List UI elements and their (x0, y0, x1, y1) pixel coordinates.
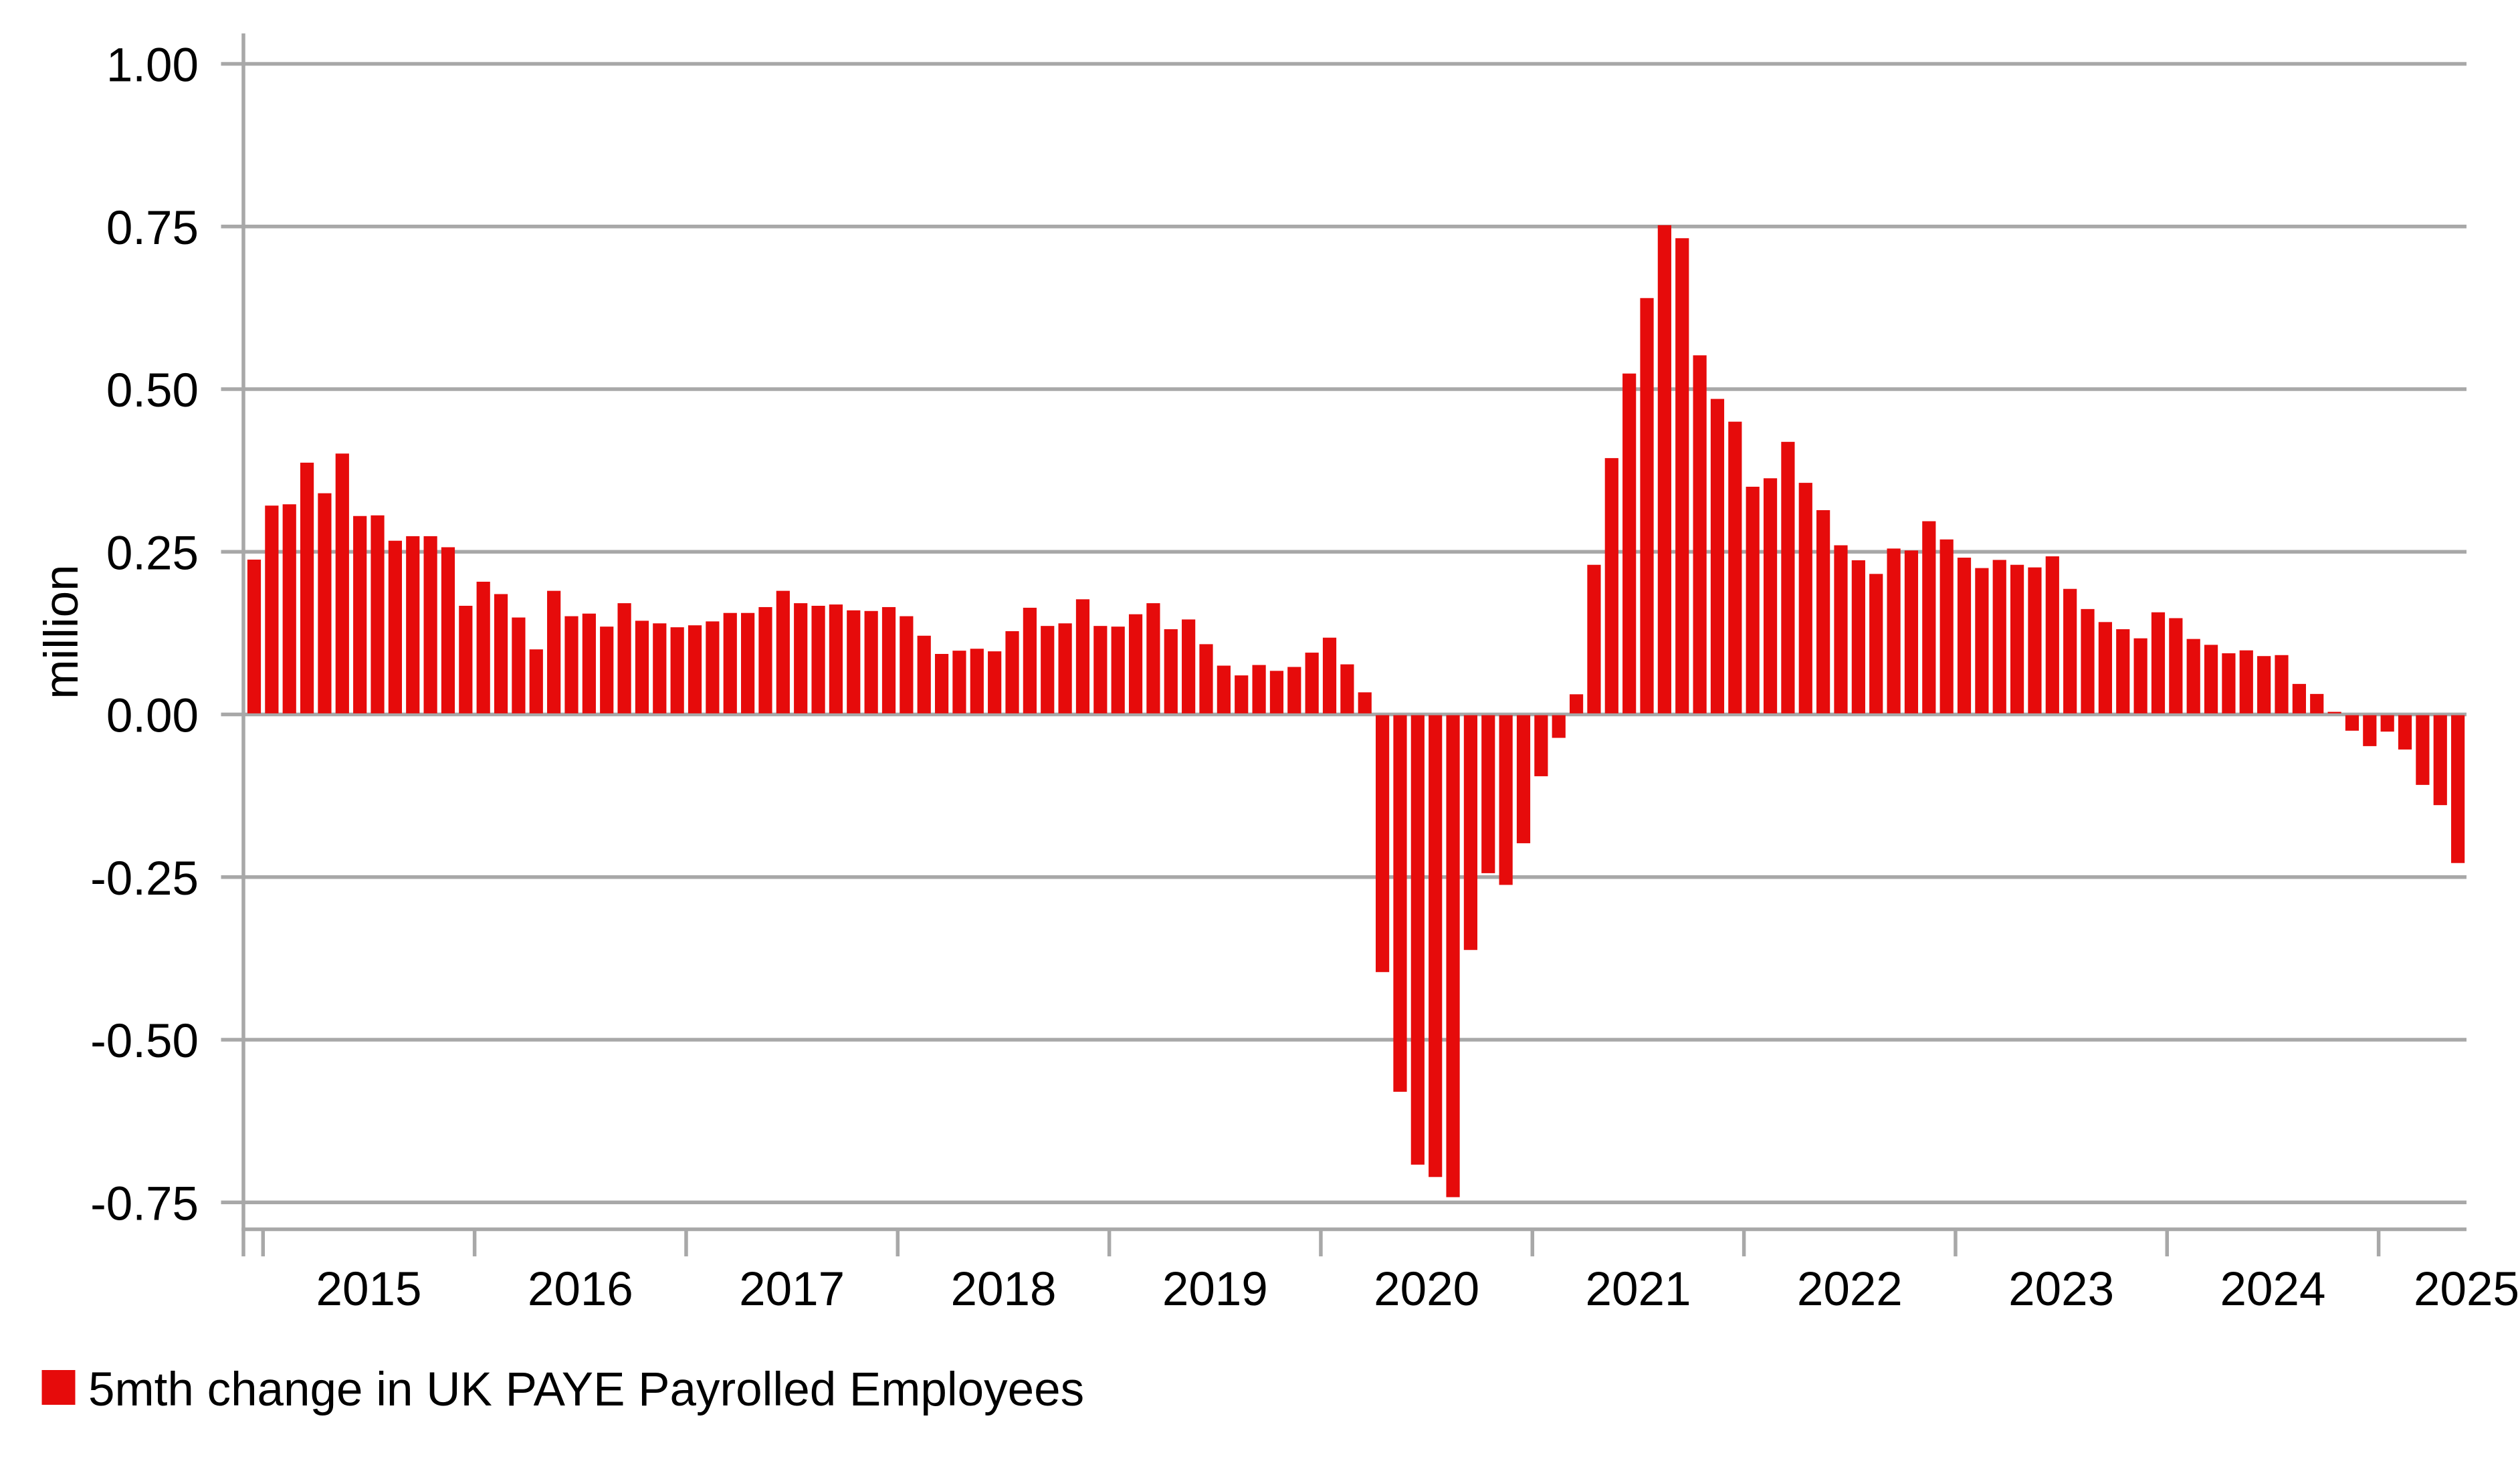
svg-text:0.75: 0.75 (106, 202, 199, 255)
svg-text:0.50: 0.50 (106, 364, 199, 417)
svg-text:1.00: 1.00 (106, 39, 199, 92)
svg-text:-0.25: -0.25 (90, 853, 199, 905)
svg-text:-0.75: -0.75 (90, 1177, 199, 1230)
svg-text:2019: 2019 (1162, 1263, 1268, 1316)
svg-text:2015: 2015 (316, 1263, 422, 1316)
svg-text:2021: 2021 (1586, 1263, 1691, 1316)
svg-text:-0.50: -0.50 (90, 1015, 199, 1068)
svg-text:2020: 2020 (1374, 1263, 1479, 1316)
svg-text:2017: 2017 (739, 1263, 845, 1316)
svg-text:2018: 2018 (951, 1263, 1057, 1316)
svg-text:2025: 2025 (2414, 1263, 2519, 1316)
svg-text:million: million (35, 564, 88, 699)
svg-text:2016: 2016 (528, 1263, 633, 1316)
svg-text:2022: 2022 (1797, 1263, 1903, 1316)
svg-text:0.25: 0.25 (106, 527, 199, 580)
svg-text:0.00: 0.00 (106, 690, 199, 743)
svg-text:2023: 2023 (2008, 1263, 2114, 1316)
svg-text:5mth change in UK PAYE Payroll: 5mth change in UK PAYE Payrolled Employe… (88, 1363, 1084, 1416)
svg-text:2024: 2024 (2220, 1263, 2325, 1316)
